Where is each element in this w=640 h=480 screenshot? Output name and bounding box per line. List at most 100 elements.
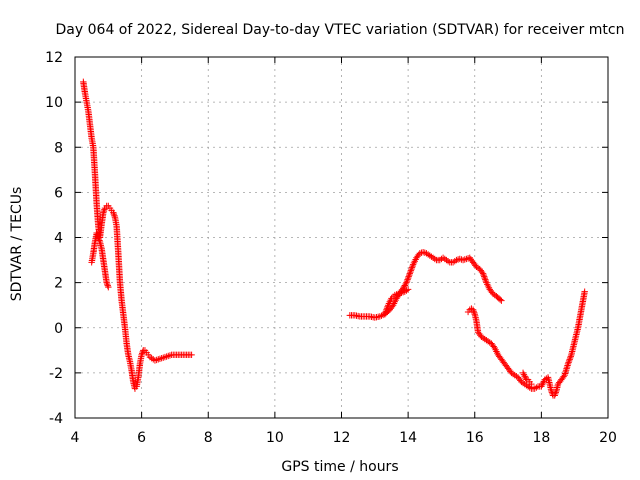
x-tick-label: 20 — [599, 430, 617, 446]
data-point — [565, 357, 573, 365]
data-point — [100, 209, 107, 216]
series-segment-1 — [80, 78, 195, 392]
data-point — [104, 280, 111, 288]
data-point — [384, 303, 391, 310]
data-point — [408, 265, 415, 273]
data-point — [480, 273, 488, 280]
data-point — [564, 360, 572, 368]
data-point — [138, 350, 146, 357]
y-tick-label: 6 — [54, 185, 63, 201]
data-point — [567, 353, 575, 360]
data-point — [409, 262, 416, 270]
data-point — [100, 207, 108, 215]
y-tick-label: -2 — [49, 366, 63, 382]
data-point — [566, 356, 573, 363]
y-tick-label: 10 — [45, 95, 63, 111]
data-point — [461, 256, 468, 263]
x-tick-label: 10 — [266, 430, 284, 446]
data-point — [138, 351, 145, 359]
data-point — [470, 308, 477, 315]
data-point — [493, 348, 500, 355]
data-point — [161, 353, 169, 361]
data-point — [421, 249, 428, 256]
y-tick-label: 8 — [54, 140, 63, 156]
y-tick-label: -4 — [49, 411, 63, 427]
data-point — [155, 356, 162, 363]
data-point — [482, 276, 489, 283]
data-point — [552, 390, 559, 398]
data-point — [533, 384, 540, 391]
data-point — [567, 354, 574, 362]
data-point — [406, 271, 413, 279]
data-point — [383, 306, 390, 313]
data-point — [551, 392, 558, 399]
x-tick-label: 12 — [333, 430, 351, 446]
data-point — [581, 288, 588, 295]
data-point — [404, 286, 412, 293]
data-point — [96, 237, 103, 244]
data-point — [528, 380, 535, 388]
data-point — [383, 304, 391, 312]
data-point — [153, 356, 160, 364]
axis-ticks — [74, 56, 609, 419]
data-point — [165, 352, 172, 360]
data-point — [404, 274, 412, 282]
data-point — [482, 277, 490, 285]
series-segment-3 — [464, 288, 588, 399]
data-point — [408, 264, 416, 271]
data-point — [93, 229, 100, 237]
x-axis-label: GPS time / hours — [281, 459, 398, 475]
data-point — [403, 279, 410, 286]
data-point — [160, 354, 167, 361]
data-point — [521, 373, 528, 380]
data-point — [381, 311, 389, 318]
x-tick-label: 16 — [466, 430, 484, 446]
data-point — [560, 373, 567, 380]
y-axis-label: SDTVAR / TECUs — [9, 187, 25, 302]
data-point — [166, 352, 174, 359]
data-point — [539, 379, 547, 387]
data-point — [94, 231, 101, 238]
data-point — [496, 296, 504, 303]
data-point — [110, 210, 118, 218]
y-tick-label: 12 — [45, 50, 63, 66]
data-point — [406, 270, 413, 277]
data-point — [565, 359, 572, 366]
data-point — [552, 389, 560, 396]
x-tick-label: 8 — [204, 430, 213, 446]
grid-lines — [75, 57, 608, 418]
data-point — [156, 355, 164, 362]
data-point — [105, 283, 112, 291]
data-point — [382, 309, 389, 316]
data-point — [470, 309, 478, 316]
data-point — [403, 277, 411, 285]
data-point — [407, 267, 415, 274]
x-tick-label: 14 — [399, 430, 417, 446]
x-tick-label: 6 — [137, 430, 146, 446]
data-point — [498, 297, 505, 304]
series-segment-2-branch — [381, 286, 412, 318]
data-point — [188, 351, 195, 359]
data-point — [479, 270, 487, 277]
series-segment-2 — [346, 248, 505, 321]
data-point — [103, 279, 110, 286]
y-tick-label: 2 — [54, 276, 63, 292]
data-point — [404, 276, 411, 283]
y-tick-label: 4 — [54, 231, 63, 247]
data-point — [382, 308, 390, 315]
series-segment-1-branch — [88, 229, 112, 291]
data-point — [469, 306, 477, 313]
data-point — [480, 271, 487, 279]
series-segment-3-branch — [519, 369, 535, 388]
x-tick-label: 18 — [532, 430, 550, 446]
data-point — [111, 212, 118, 219]
chart-title: Day 064 of 2022, Sidereal Day-to-day VTE… — [56, 22, 625, 38]
data-point — [405, 273, 412, 280]
data-point — [407, 268, 414, 276]
tick-labels: 4 6 8 10 12 14 16 18 20 -4 -2 0 2 4 6 8 10 12 — [45, 50, 617, 446]
data-point — [163, 353, 170, 360]
data-point — [402, 280, 409, 288]
y-tick-label: 0 — [54, 321, 63, 337]
